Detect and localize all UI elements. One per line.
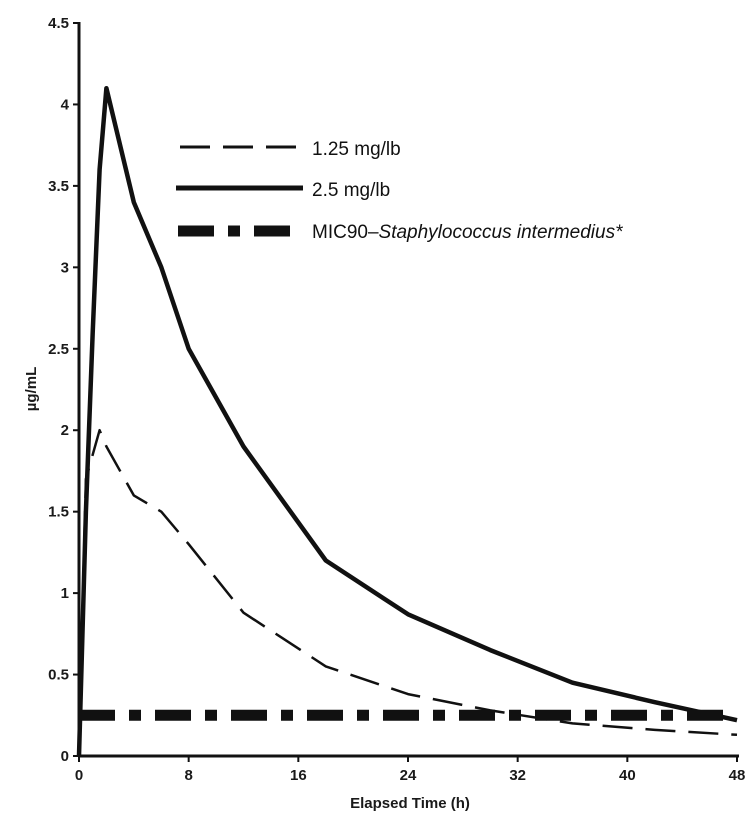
y-tick-label: 4.5	[48, 15, 69, 32]
x-tick-label: 40	[619, 767, 636, 784]
x-tick-label: 48	[729, 767, 746, 784]
legend-label-series-3: MIC90–Staphylococcus intermedius*	[312, 222, 623, 243]
legend: 1.25 mg/lb 2.5 mg/lb MIC90–Staphylococcu…	[176, 139, 623, 243]
x-tick-label: 8	[184, 767, 192, 784]
y-tick-label: 4	[61, 96, 70, 113]
x-tick-label: 16	[290, 767, 307, 784]
y-tick-label: 0	[61, 748, 69, 765]
y-tick-label: 0.5	[48, 667, 69, 684]
series-line-1	[77, 428, 738, 757]
x-tick-label: 32	[509, 767, 526, 784]
legend-label-series-1: 1.25 mg/lb	[312, 139, 401, 160]
x-tick-label: 0	[75, 767, 83, 784]
y-tick-label: 2	[61, 422, 69, 439]
series-line-2	[76, 85, 738, 757]
plot-lines	[76, 85, 738, 757]
y-tick-label: 1.5	[48, 504, 69, 521]
legend-label-series-2: 2.5 mg/lb	[312, 180, 390, 201]
y-tick-label: 2.5	[48, 341, 69, 358]
x-axis-title: Elapsed Time (h)	[350, 795, 470, 812]
y-tick-label: 1	[61, 585, 69, 602]
x-tick-label: 24	[400, 767, 417, 784]
y-tick-label: 3.5	[48, 178, 69, 195]
y-tick-label: 3	[61, 259, 69, 276]
y-axis-title: µg/mL	[23, 367, 40, 411]
y-ticks: 0 0.5 1 1.5 2 2.5 3 3.5 4 4.5	[48, 15, 79, 765]
x-ticks: 0 8 16 24 32 40 48	[75, 756, 746, 784]
legend-label-series-3-italic: Staphylococcus intermedius*	[379, 222, 624, 243]
axes	[77, 22, 739, 758]
legend-label-series-3-prefix: MIC90–	[312, 222, 379, 243]
